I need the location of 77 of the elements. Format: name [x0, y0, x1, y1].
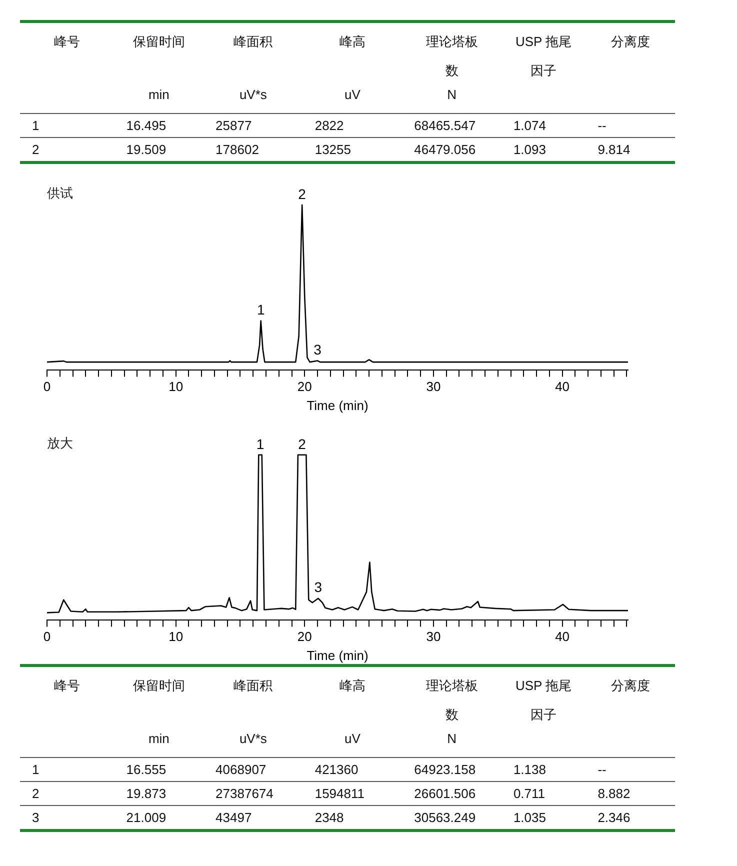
annotation: 3	[314, 342, 322, 358]
x-tick-label: 0	[43, 629, 51, 644]
text: 3	[32, 810, 40, 825]
annotation: 1	[256, 302, 265, 318]
text: 1.093	[513, 142, 546, 157]
text: 19.509	[126, 142, 166, 157]
text: 2822	[314, 118, 344, 133]
text: 25877	[216, 118, 252, 133]
annotation: 2	[298, 436, 306, 452]
text: 16.555	[126, 762, 166, 777]
x-tick-label: 10	[168, 379, 184, 394]
text: 9.814	[598, 142, 630, 157]
x-tick-label: 0	[43, 379, 51, 394]
x-tick-label: 20	[297, 379, 312, 394]
x-axis-title: Time (min)	[306, 398, 368, 413]
text: 64923.158	[414, 762, 476, 777]
text: min	[148, 87, 170, 102]
text: --	[598, 118, 606, 133]
annotation: 2	[298, 186, 306, 202]
x-tick-label: 40	[555, 379, 570, 394]
text: N	[447, 87, 456, 102]
text: 2	[32, 786, 40, 801]
text: 1	[32, 118, 40, 133]
text: 2.346	[598, 810, 630, 825]
text: 1594811	[314, 786, 364, 801]
text: uV*s	[239, 87, 267, 102]
text: 178602	[216, 142, 259, 157]
category-label: 峰号	[53, 677, 82, 695]
text: 4068907	[216, 762, 266, 777]
text: 26601.506	[414, 786, 476, 801]
category-label: USP 拖尾因子	[514, 677, 573, 724]
category-label: USP 拖尾因子	[514, 33, 573, 80]
category-label: 峰面积	[232, 33, 274, 51]
category-label: 保留时间	[132, 33, 186, 51]
annotation: 1	[256, 436, 264, 452]
text: 27387674	[216, 786, 274, 801]
category-label: 理论塔板数	[424, 677, 479, 724]
category-label: 峰面积	[232, 677, 274, 695]
text: uV	[344, 731, 360, 746]
x-tick-label: 30	[426, 379, 441, 394]
text: uV	[344, 87, 360, 102]
text: 1.035	[513, 810, 546, 825]
text: 30563.249	[414, 810, 476, 825]
category-label: 保留时间	[132, 677, 186, 695]
x-tick-label: 10	[168, 629, 184, 644]
text: 46479.056	[414, 142, 476, 157]
text: 68465.547	[414, 118, 476, 133]
category-label: 分离度	[610, 33, 651, 51]
category-label: 理论塔板数	[424, 33, 479, 80]
text: 2	[32, 142, 40, 157]
text: 2348	[314, 810, 344, 825]
text: min	[148, 731, 170, 746]
chart-title: 放大	[47, 435, 73, 450]
text: --	[598, 762, 606, 777]
text: 16.495	[126, 118, 166, 133]
text: 19.873	[126, 786, 166, 801]
x-tick-label: 20	[297, 629, 312, 644]
text: 13255	[314, 142, 351, 157]
text: 0.711	[513, 786, 546, 801]
category-label: 峰高	[338, 33, 366, 51]
text: N	[447, 731, 456, 746]
text: 1.074	[513, 118, 546, 133]
annotation: 3	[314, 579, 322, 596]
text: 8.882	[598, 786, 630, 801]
x-tick-label: 30	[426, 629, 441, 644]
text: 21.009	[126, 810, 166, 825]
x-tick-label: 40	[555, 629, 570, 644]
category-label: 分离度	[610, 677, 651, 695]
text: uV*s	[239, 731, 267, 746]
x-axis-title: Time (min)	[306, 648, 368, 663]
chart-title: 供试	[47, 185, 73, 200]
category-label: 峰高	[338, 677, 366, 695]
category-label: 峰号	[53, 33, 82, 51]
text: 43497	[216, 810, 252, 825]
text: 421360	[314, 762, 358, 777]
text: 1.138	[513, 762, 546, 777]
text: 1	[32, 762, 40, 777]
